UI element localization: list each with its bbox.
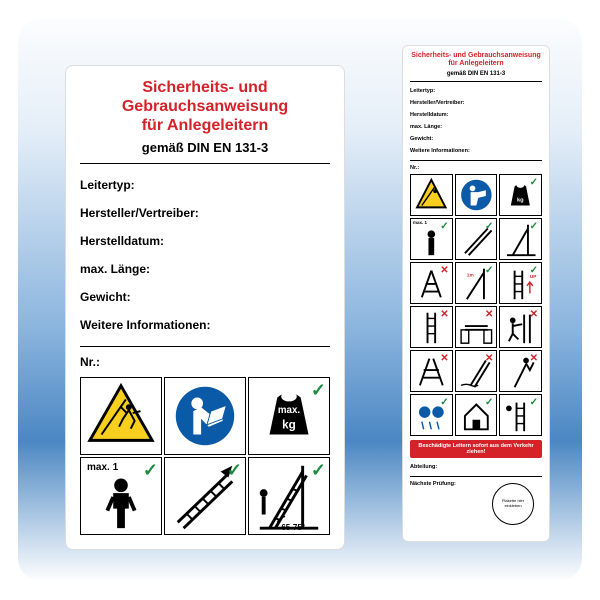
safety-label-large: Sicherheits- und Gebrauchsanweisung für … <box>65 65 345 550</box>
pictogram-direction-sm: ✓ <box>499 394 542 436</box>
pictogram-warning-fall <box>80 377 162 455</box>
cross-icon: ✕ <box>440 265 448 276</box>
pictogram-angle: ✓ 65-75° <box>248 457 330 535</box>
max-1-label: max. 1 <box>87 462 118 473</box>
pictogram-extend-sm: ✓ 1m <box>455 262 498 304</box>
pictogram-grid-small: ✓ kg ✓ max. 1 ✓ ✓ ✕ ✓ 1m ✓ UP <box>410 174 542 436</box>
checkmark-icon: ✓ <box>485 397 493 408</box>
pictogram-house-sm: ✓ <box>455 394 498 436</box>
pictogram-vert-no-sm: ✕ <box>410 306 453 348</box>
pictogram-lean-sm: ✓ <box>455 218 498 260</box>
divider <box>80 346 330 347</box>
field-leitertyp-sm: Leitertyp: <box>410 88 542 94</box>
checkmark-icon: ✓ <box>485 265 493 276</box>
checkmark-icon: ✓ <box>485 221 493 232</box>
cross-icon: ✕ <box>530 353 538 364</box>
pictogram-surface-no-sm: ✕ <box>455 350 498 392</box>
pictogram-max-person: ✓ max. 1 <box>80 457 162 535</box>
field-hersteller: Hersteller/Vertreiber: <box>80 206 330 220</box>
title-line-1: Sicherheits- und Gebrauchsanweisung <box>80 78 330 116</box>
pictogram-grid-large: ✓ max. kg ✓ max. 1 ✓ <box>80 377 330 535</box>
field-max-laenge: max. Länge: <box>80 262 330 276</box>
pictogram-weather-sm: ✓ <box>410 394 453 436</box>
pictogram-climb-side-no-sm: ✕ <box>499 306 542 348</box>
subtitle: gemäß DIN EN 131-3 <box>80 140 330 155</box>
title-line-2: für Anlegeleitern <box>80 116 330 135</box>
angle-label: 65-75° <box>281 523 305 532</box>
divider <box>410 476 542 477</box>
divider <box>410 81 542 82</box>
safety-label-small: Sicherheits- und Gebrauchsanweisung für … <box>402 45 550 542</box>
cross-icon: ✕ <box>440 353 448 364</box>
pictogram-bridge-no-sm: ✕ <box>455 306 498 348</box>
field-herstelldatum-sm: Herstelldatum: <box>410 112 542 118</box>
checkmark-icon: ✓ <box>143 460 158 481</box>
subtitle-sm: gemäß DIN EN 131-3 <box>410 71 542 77</box>
pictogram-read-manual <box>164 377 246 455</box>
warning-band: Beschädigte Leitern sofort aus dem Verke… <box>410 440 542 458</box>
checkmark-icon: ✓ <box>530 177 538 188</box>
divider <box>80 163 330 164</box>
pictogram-max1-sm: ✓ max. 1 <box>410 218 453 260</box>
cross-icon: ✕ <box>530 309 538 320</box>
inspection-sticker-circle: Plakette hier einkleben <box>492 483 534 525</box>
title-line-2-sm: für Anlegeleitern <box>410 60 542 68</box>
checkmark-icon: ✓ <box>227 460 242 481</box>
cross-icon: ✕ <box>440 309 448 320</box>
field-gewicht-sm: Gewicht: <box>410 136 542 142</box>
checkmark-icon: ✓ <box>311 460 326 481</box>
divider <box>410 160 542 161</box>
cross-icon: ✕ <box>485 353 493 364</box>
pictogram-step-angle-no-sm: ✕ <box>410 350 453 392</box>
field-nr-sm: Nr.: <box>410 165 542 171</box>
field-leitertyp: Leitertyp: <box>80 178 330 192</box>
checkmark-icon: ✓ <box>530 265 538 276</box>
field-nr: Nr.: <box>80 355 330 369</box>
field-weitere: Weitere Informationen: <box>80 318 330 332</box>
pictogram-up-sm: ✓ UP <box>499 262 542 304</box>
checkmark-icon: ✓ <box>440 397 448 408</box>
checkmark-icon: ✓ <box>530 221 538 232</box>
field-hersteller-sm: Hersteller/Vertreiber: <box>410 100 542 106</box>
field-max-laenge-sm: max. Länge: <box>410 124 542 130</box>
svg-text:max.: max. <box>278 405 300 416</box>
checkmark-icon: ✓ <box>530 397 538 408</box>
cross-icon: ✕ <box>485 309 493 320</box>
svg-text:kg: kg <box>282 418 296 431</box>
pictogram-angle-sm: ✓ <box>499 218 542 260</box>
pictogram-stepladder-sm: ✕ <box>410 262 453 304</box>
pictogram-weight-sm: ✓ kg <box>499 174 542 216</box>
checkmark-icon: ✓ <box>311 380 326 401</box>
title-line-1-sm: Sicherheits- und Gebrauchsanweisung <box>410 52 542 60</box>
field-weitere-sm: Weitere Informationen: <box>410 148 542 154</box>
checkmark-icon: ✓ <box>440 221 448 232</box>
field-gewicht: Gewicht: <box>80 290 330 304</box>
pictogram-top-no-sm: ✕ <box>499 350 542 392</box>
pictogram-manual-sm <box>455 174 498 216</box>
svg-text:kg: kg <box>517 197 524 203</box>
field-herstelldatum: Herstelldatum: <box>80 234 330 248</box>
field-abteilung: Abteilung: <box>410 464 542 470</box>
pictogram-ladder-lean: ✓ <box>164 457 246 535</box>
pictogram-warning-sm <box>410 174 453 216</box>
pictogram-max-weight: ✓ max. kg <box>248 377 330 455</box>
svg-text:1m: 1m <box>466 272 473 278</box>
